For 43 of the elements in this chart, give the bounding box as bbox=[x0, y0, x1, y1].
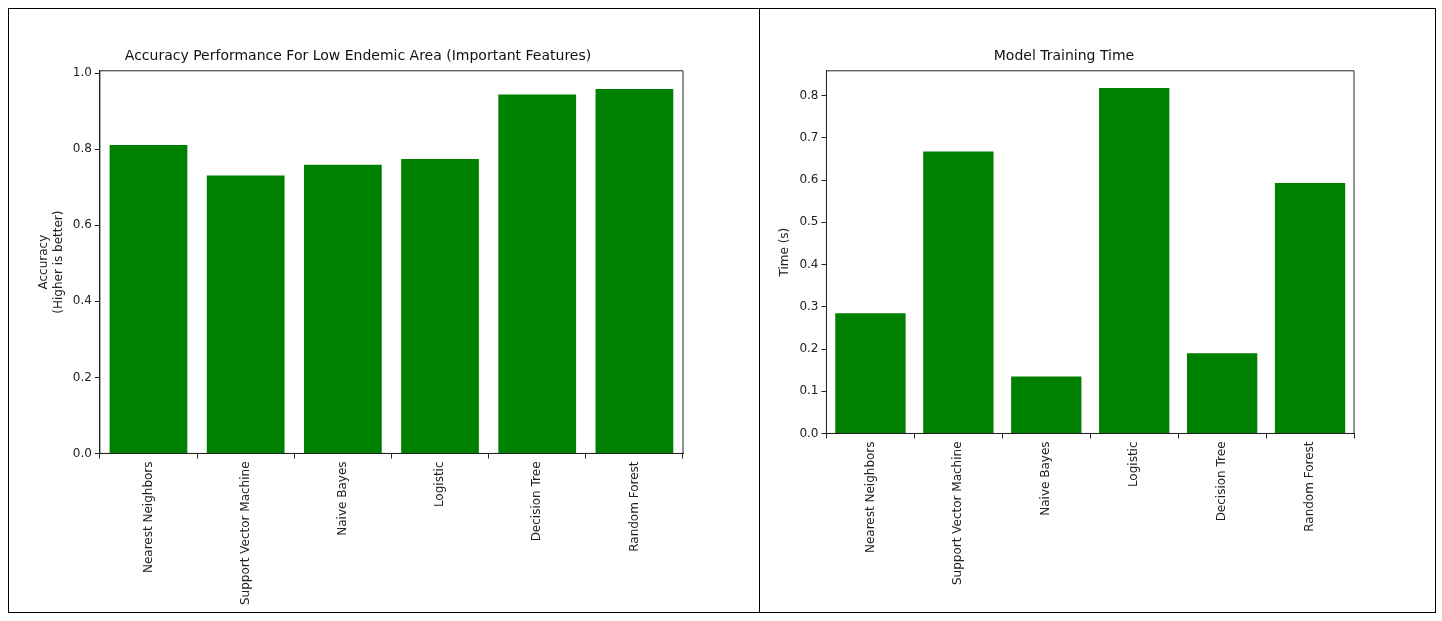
y-tick-label: 0.3 bbox=[799, 298, 819, 313]
y-axis-title: Time (s) bbox=[777, 227, 792, 278]
x-tick-label: Logistic bbox=[432, 461, 447, 508]
x-tick-label: Logistic bbox=[1126, 441, 1141, 488]
bar bbox=[206, 175, 285, 453]
x-tick-label: Random Forest bbox=[1302, 441, 1317, 532]
bar bbox=[1186, 353, 1258, 433]
bar bbox=[109, 144, 188, 453]
y-tick-label: 0.4 bbox=[72, 293, 92, 308]
x-tick-label: Support Vector Machine bbox=[237, 461, 252, 606]
bar bbox=[1274, 183, 1346, 433]
x-tick-label: Naive Bayes bbox=[334, 461, 349, 536]
x-tick-label: Naive Bayes bbox=[1038, 441, 1053, 516]
y-tick-label: 0.8 bbox=[799, 87, 819, 102]
x-tick-label: Nearest Neighbors bbox=[862, 441, 877, 554]
y-tick-label: 0.0 bbox=[72, 445, 92, 460]
y-tick-label: 1.0 bbox=[72, 65, 92, 80]
bar bbox=[1011, 376, 1082, 433]
chart-title: Model Training Time bbox=[993, 47, 1135, 64]
bar bbox=[401, 159, 479, 453]
x-tick-label: Decision Tree bbox=[1214, 441, 1229, 522]
y-tick-label: 0.6 bbox=[72, 217, 92, 232]
x-tick-label: Support Vector Machine bbox=[950, 441, 965, 586]
y-tick-label: 0.6 bbox=[799, 172, 819, 187]
y-axis-title: Accuracy (Higher is better) bbox=[36, 210, 65, 314]
bar bbox=[595, 89, 674, 453]
bar bbox=[498, 94, 577, 453]
x-tick-label: Nearest Neighbors bbox=[140, 461, 155, 574]
y-tick-label: 0.0 bbox=[799, 425, 819, 440]
chart-title: Accuracy Performance For Low Endemic Area (Important Features) bbox=[124, 47, 592, 64]
y-tick-label: 0.5 bbox=[799, 214, 819, 229]
bar bbox=[835, 313, 906, 433]
y-tick-label: 0.1 bbox=[799, 383, 819, 398]
bar bbox=[923, 151, 994, 433]
bar bbox=[303, 164, 382, 453]
x-tick-label: Decision Tree bbox=[529, 461, 544, 542]
bar bbox=[1099, 88, 1170, 433]
y-tick-label: 0.4 bbox=[799, 256, 819, 271]
y-tick-label: 0.2 bbox=[799, 341, 819, 356]
x-tick-label: Random Forest bbox=[626, 461, 641, 552]
y-tick-label: 0.7 bbox=[799, 130, 819, 145]
y-tick-label: 0.8 bbox=[72, 141, 92, 156]
y-tick-label: 0.2 bbox=[72, 369, 92, 384]
